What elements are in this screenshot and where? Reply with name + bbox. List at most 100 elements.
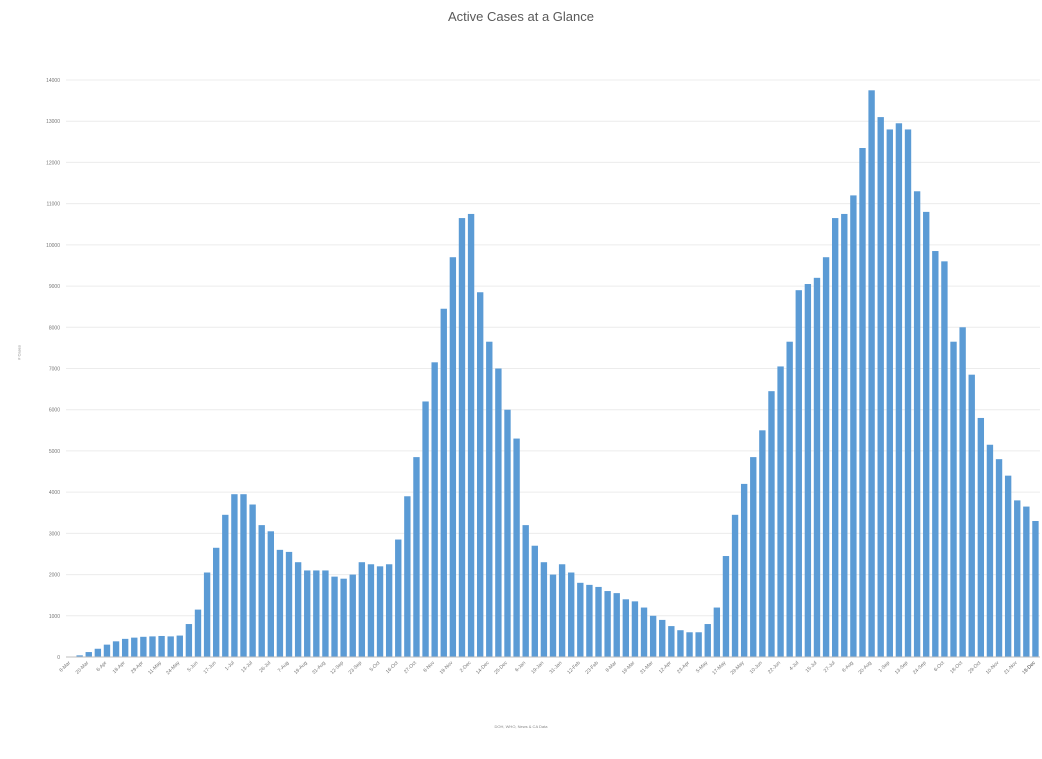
bar xyxy=(203,572,211,657)
bar xyxy=(531,545,538,657)
bar xyxy=(358,562,366,657)
x-tick-label: 19-Aug xyxy=(293,660,309,676)
x-tick-label: 29-May xyxy=(730,660,746,676)
y-tick-label: 13000 xyxy=(46,119,60,125)
bar xyxy=(941,261,948,657)
bar xyxy=(121,638,129,657)
bar xyxy=(331,576,338,657)
y-tick-label: 9000 xyxy=(49,284,60,290)
x-tick-label: 26-Jul xyxy=(258,660,272,674)
y-tick-label: 5000 xyxy=(49,449,60,455)
bar xyxy=(677,630,684,657)
x-tick-label: 23-Apr xyxy=(676,660,691,675)
bar xyxy=(995,459,1003,657)
y-tick-label: 11000 xyxy=(46,202,60,208)
x-tick-label: 16-Oct xyxy=(385,660,400,675)
bar xyxy=(504,409,511,657)
bar xyxy=(713,607,721,657)
x-tick-label: 1-Jul xyxy=(224,660,236,672)
bar xyxy=(659,619,666,657)
x-tick-label: 17-May xyxy=(711,660,727,676)
x-tick-label: 5-Jun xyxy=(186,660,199,673)
bar xyxy=(167,636,174,657)
bar xyxy=(112,641,120,657)
x-tick-label: 10-Nov xyxy=(985,660,1001,676)
bar xyxy=(258,525,265,657)
x-tick-label: 14-Dec xyxy=(475,660,491,676)
x-tick-label: 18-Apr xyxy=(112,660,127,675)
bar xyxy=(131,637,138,657)
bar xyxy=(1023,506,1030,657)
bar xyxy=(458,218,466,657)
bar xyxy=(740,483,748,657)
bar xyxy=(640,607,648,657)
x-tick-label: 8-Nov xyxy=(422,660,436,674)
y-axis-ticks: 0 1000 2000 3000 4000 5000 6000 7000 8000 9000 100… xyxy=(46,78,60,661)
x-tick-label: 6-Apr xyxy=(95,660,108,673)
bar xyxy=(440,308,447,657)
x-tick-label: 31-Aug xyxy=(311,660,327,676)
bar xyxy=(686,632,693,657)
bar xyxy=(322,570,329,657)
bar xyxy=(577,582,584,657)
bar xyxy=(968,374,975,657)
bar xyxy=(94,648,102,657)
x-tick-label: 15-Jul xyxy=(805,660,819,674)
bar xyxy=(231,494,238,657)
bar xyxy=(140,636,147,657)
bars xyxy=(67,90,1039,658)
bar xyxy=(85,652,92,657)
x-tick-label: 29-Apr xyxy=(130,660,145,675)
bar xyxy=(813,277,821,657)
y-tick-label: 0 xyxy=(57,655,60,661)
bar xyxy=(904,129,912,657)
bar xyxy=(349,574,356,657)
bar xyxy=(932,251,939,657)
x-tick-label: 19-Mar xyxy=(621,660,637,676)
bar xyxy=(376,566,384,657)
y-tick-label: 3000 xyxy=(49,531,60,537)
x-tick-label: 4-Jul xyxy=(788,660,800,672)
bar xyxy=(294,562,302,657)
bar xyxy=(768,391,775,657)
y-tick-label: 10000 xyxy=(46,243,60,249)
bar xyxy=(1032,520,1039,657)
x-tick-label: 31-Jan xyxy=(548,660,563,675)
x-tick-label: 5-May xyxy=(695,660,709,674)
x-tick-label: 12-Sep xyxy=(329,660,345,676)
bar xyxy=(923,211,930,657)
bar xyxy=(886,129,893,657)
y-tick-label: 1000 xyxy=(49,614,60,620)
y-tick-label: 7000 xyxy=(49,367,60,373)
y-tick-label: 4000 xyxy=(49,490,60,496)
x-tick-label: 5-Oct xyxy=(369,660,382,673)
x-tick-label: 27-Oct xyxy=(403,660,418,675)
y-tick-label: 2000 xyxy=(49,573,60,579)
bar xyxy=(367,564,375,657)
bar xyxy=(804,284,812,657)
x-tick-label: 27-Jul xyxy=(823,660,837,674)
x-tick-label: 6-Jan xyxy=(514,660,527,673)
bar xyxy=(750,457,757,657)
bar xyxy=(404,496,411,657)
y-tick-label: 12000 xyxy=(46,160,60,166)
bar xyxy=(986,444,994,657)
bar xyxy=(549,574,557,657)
bar xyxy=(304,570,311,657)
bar xyxy=(486,341,493,657)
bar xyxy=(158,635,165,657)
gridlines xyxy=(66,79,1040,617)
bar xyxy=(950,341,957,657)
bar xyxy=(1014,500,1021,657)
bar xyxy=(103,644,111,657)
x-tick-label: 13-Sep xyxy=(894,660,910,676)
bar xyxy=(185,624,193,657)
bar xyxy=(558,564,566,657)
bar xyxy=(622,599,630,657)
bar xyxy=(467,213,475,658)
bar xyxy=(868,90,875,657)
bar xyxy=(267,531,274,657)
bar xyxy=(340,578,347,657)
bar xyxy=(731,514,739,657)
